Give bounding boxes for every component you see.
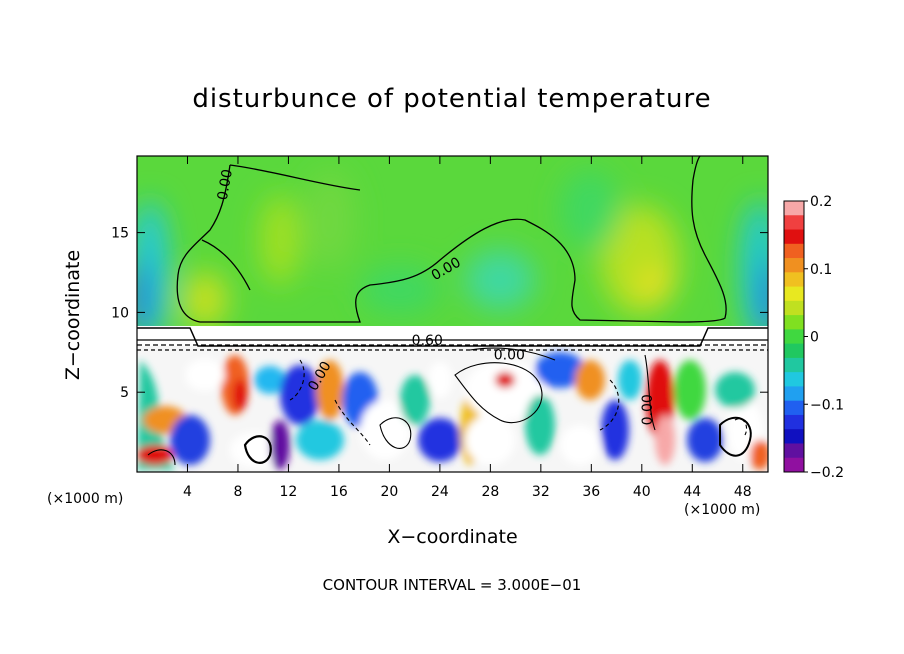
colorbar-swatch — [784, 286, 804, 302]
x-tick-label: 4 — [183, 484, 192, 500]
colorbar-swatch — [784, 400, 804, 416]
colorbar-swatch — [784, 243, 804, 259]
contour-label-group: 0.00 — [494, 347, 525, 363]
colorbar: 0.2 0.1 0 −0.1 −0.2 — [783, 194, 844, 481]
upper-contours — [176, 156, 727, 323]
contour-label: 0.00 — [640, 394, 656, 425]
colorbar-swatch — [784, 300, 804, 316]
colorbar-swatch — [784, 372, 804, 387]
colorbar-swatch — [784, 215, 804, 231]
colorbar-swatch — [784, 315, 804, 330]
colorbar-swatch — [784, 258, 804, 273]
field-layer: 0.000.000.600.000.000.00 — [137, 156, 768, 472]
contour-label: 0.00 — [494, 347, 525, 363]
colorbar-swatch — [784, 357, 804, 373]
contour-label-group: 0.00 — [215, 168, 236, 201]
chart-title: disturbunce of potential temperature — [192, 84, 712, 114]
colorbar-swatch — [784, 443, 804, 459]
colorbar-tick-label: −0.1 — [810, 397, 844, 413]
x-tick-label: 32 — [532, 484, 550, 500]
y-tick-label: 10 — [111, 305, 129, 321]
contour-label-group: 0.60 — [412, 333, 443, 349]
y-tick-label: 15 — [111, 226, 129, 242]
x-unit-label-left: (×1000 m) — [47, 491, 124, 507]
x-ticks: 4 8 12 16 20 24 28 32 36 40 44 48 — [183, 156, 752, 500]
x-unit-label-right: (×1000 m) — [684, 502, 761, 518]
colorbar-swatch — [784, 414, 804, 430]
x-tick-label: 20 — [380, 484, 398, 500]
x-tick-label: 16 — [330, 484, 348, 500]
y-ticks: 5 10 15 — [111, 226, 768, 401]
contour-label-group: 0.00 — [640, 394, 656, 425]
colorbar-swatch — [784, 272, 804, 288]
x-tick-label: 36 — [582, 484, 600, 500]
colorbar-swatch — [784, 201, 804, 216]
colorbar-ticks: 0.2 0.1 0 −0.1 −0.2 — [804, 194, 844, 481]
colorbar-tick-label: 0.2 — [810, 194, 832, 210]
plot-frame — [136, 155, 769, 473]
lower-contours — [147, 347, 752, 466]
contour-interval-note: CONTOUR INTERVAL = 3.000E−01 — [322, 576, 582, 594]
colorbar-swatches — [784, 201, 804, 473]
x-tick-label: 44 — [683, 484, 701, 500]
colorbar-swatch — [784, 329, 804, 345]
upper-field-patches — [137, 170, 768, 340]
colorbar-swatch — [784, 343, 804, 359]
colorbar-swatch — [784, 386, 804, 402]
x-tick-label: 24 — [431, 484, 449, 500]
colorbar-swatch — [784, 457, 804, 473]
colorbar-tick-label: 0.1 — [810, 262, 832, 278]
colorbar-tick-label: 0 — [810, 330, 819, 346]
x-tick-label: 28 — [481, 484, 499, 500]
colorbar-tick-label: −0.2 — [810, 465, 844, 481]
lower-field-eddies — [137, 352, 768, 470]
y-tick-label: 5 — [120, 385, 129, 401]
contour-label: 0.60 — [412, 333, 443, 349]
colorbar-swatch — [784, 429, 804, 444]
contour-label: 0.00 — [215, 168, 236, 201]
x-axis-label: X−coordinate — [387, 526, 518, 548]
x-tick-label: 8 — [233, 484, 242, 500]
x-tick-label: 48 — [734, 484, 752, 500]
inversion-band — [137, 326, 768, 346]
x-tick-label: 40 — [633, 484, 651, 500]
colorbar-swatch — [784, 229, 804, 245]
x-tick-label: 12 — [280, 484, 298, 500]
